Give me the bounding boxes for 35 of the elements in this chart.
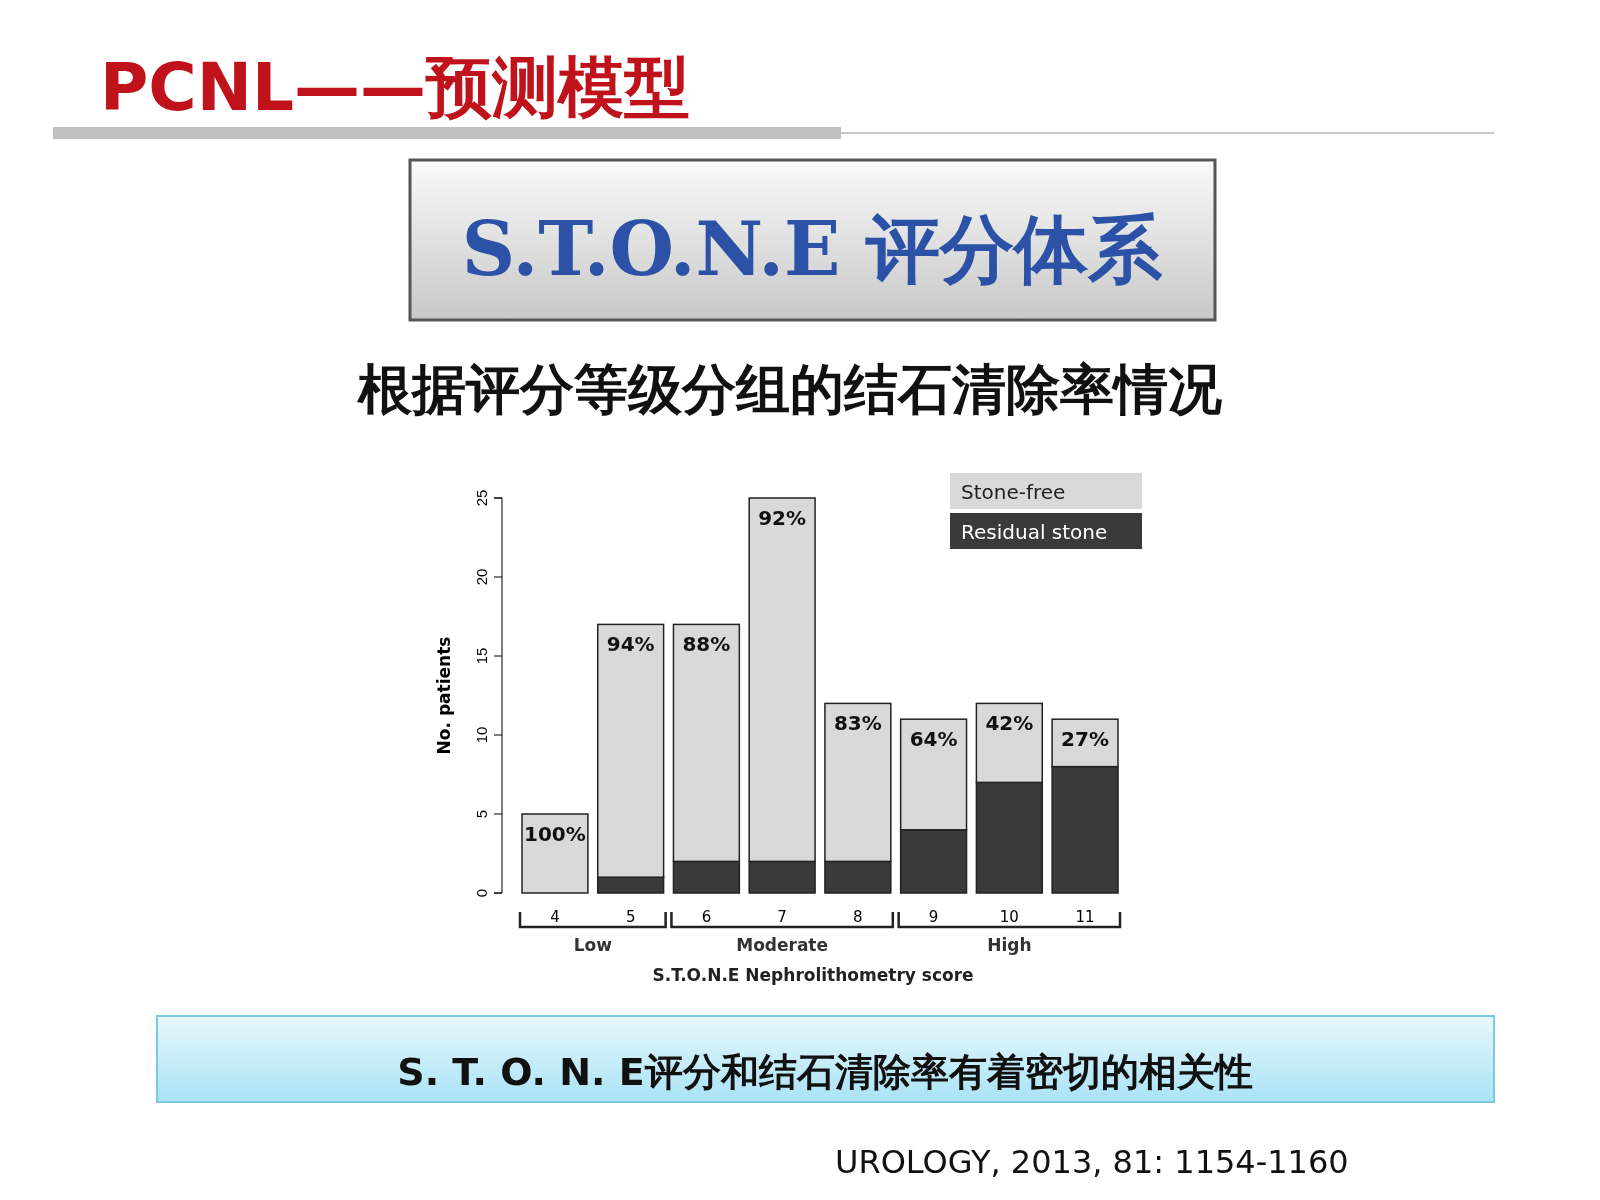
y-axis-title: No. patients (434, 636, 454, 755)
chart-subtitle: S.T.O.N.E 评分体系 (461, 206, 1164, 292)
x-tick-label: 11 (1075, 908, 1095, 926)
x-tick-label: 4 (550, 908, 560, 926)
text: 根据评分等级分组的结石清除率情况 (356, 358, 1222, 421)
text: Residual stone (961, 520, 1108, 544)
annotation: 92% (758, 506, 807, 530)
x-tick-label: 6 (701, 908, 712, 926)
text: S. T. O. N. E评分和结石清除率有着密切的相关性 (397, 1050, 1253, 1094)
annotation: 88% (682, 632, 731, 657)
annotation: 94% (606, 632, 655, 657)
annotation: 83% (833, 711, 882, 736)
y-tick-label: 5 (473, 809, 491, 819)
annotation: 64% (909, 727, 958, 752)
text: Moderate (736, 935, 829, 955)
y-tick-label: 20 (473, 568, 491, 586)
annotation: 27% (1061, 727, 1109, 752)
x-tick-label: 7 (777, 908, 787, 926)
x-tick-label: 8 (853, 908, 863, 926)
x-tick-label: 9 (928, 908, 939, 926)
y-tick-label: 0 (473, 888, 491, 898)
text: High (987, 935, 1032, 955)
y-tick-label: 10 (473, 726, 491, 744)
y-tick-label: 25 (473, 489, 491, 507)
chart-title: PCNL——预测模型 (100, 49, 691, 126)
bar (521, 813, 589, 894)
annotation: 100% (524, 822, 586, 846)
x-tick-label: 5 (625, 908, 636, 926)
text: Low (573, 935, 613, 955)
x-tick-label: 10 (999, 908, 1019, 926)
y-tick-label: 15 (473, 647, 491, 665)
annotation: 42% (985, 711, 1034, 736)
x-axis-title: S.T.O.N.E Nephrolithometry score (652, 965, 974, 985)
text: Stone-free (961, 480, 1066, 504)
text: UROLOGY, 2013, 81: 1154-1160 (835, 1143, 1349, 1181)
